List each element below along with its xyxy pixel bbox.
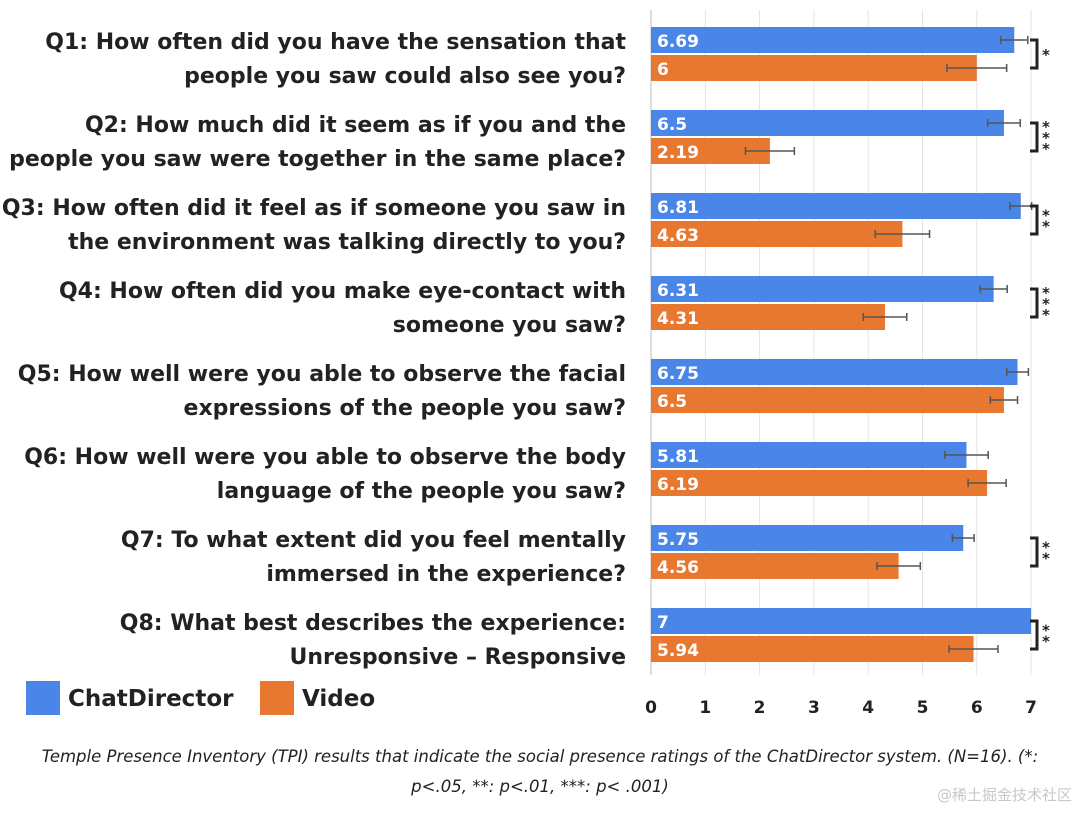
significance-star: * [1042, 46, 1050, 64]
significance-star: * [1042, 218, 1050, 236]
significance-bracket [1030, 204, 1039, 236]
bar-chatdirector-q1 [651, 27, 1015, 53]
value-label: 6.31 [657, 281, 699, 301]
value-label: 5.94 [657, 641, 699, 661]
x-axis-ticks: 0 1 2 3 4 5 6 7 [645, 698, 1037, 718]
legend: ChatDirector Video [26, 681, 375, 715]
bar-chatdirector-q5 [651, 359, 1018, 385]
bar-chatdirector-q4 [651, 276, 994, 302]
question-label-q7: immersed in the experience? [266, 562, 626, 587]
value-label: 6.19 [657, 475, 699, 495]
significance-star: * [1042, 140, 1050, 158]
question-label-q2: Q2: How much did it seem as if you and t… [85, 113, 626, 138]
legend-swatch-chatdirector [26, 681, 60, 715]
question-label-q6: language of the people you saw? [217, 479, 626, 504]
legend-label-chatdirector: ChatDirector [68, 686, 234, 712]
bar-video-q4 [651, 304, 886, 330]
value-label: 6.5 [657, 115, 687, 135]
question-label-q4: someone you saw? [393, 313, 626, 338]
question-label-q1: Q1: How often did you have the sensation… [45, 30, 626, 55]
value-label: 4.63 [657, 226, 699, 246]
significance-bracket [1030, 287, 1039, 319]
question-label-q1: people you saw could also see you? [184, 64, 626, 89]
question-label-q4: Q4: How often did you make eye-contact w… [59, 279, 626, 304]
bar-chatdirector-q8 [651, 608, 1032, 634]
bar-video-q5 [651, 387, 1004, 413]
value-label: 4.31 [657, 309, 699, 329]
significance-star: * [1042, 539, 1050, 557]
bars-layer: 6.69 6 6.5 2.19 6.81 4.63 6.31 4.31 6.75 6.5 5.81 6… [651, 27, 1033, 662]
significance-bracket [1030, 619, 1039, 651]
bar-video-q6 [651, 470, 988, 496]
question-label-q3: Q3: How often did it feel as if someone … [2, 196, 626, 221]
question-label-q5: expressions of the people you saw? [184, 396, 626, 421]
x-tick-label: 6 [971, 698, 983, 718]
value-label: 4.56 [657, 558, 699, 578]
significance-markers: ************* [1030, 38, 1050, 651]
figure-caption: Temple Presence Inventory (TPI) results … [0, 742, 1080, 802]
legend-swatch-video [260, 681, 294, 715]
tpi-bar-chart: 6.69 6 6.5 2.19 6.81 4.63 6.31 4.31 6.75 6.5 5.81 6… [2, 10, 1050, 718]
bar-video-q7 [651, 553, 899, 579]
significance-star: * [1042, 118, 1050, 136]
x-tick-label: 0 [645, 698, 657, 718]
value-label: 6.81 [657, 198, 699, 218]
significance-star: * [1042, 622, 1050, 640]
question-label-q3: the environment was talking directly to … [68, 230, 626, 255]
question-label-q5: Q5: How well were you able to observe th… [18, 362, 626, 387]
x-tick-label: 3 [808, 698, 820, 718]
value-label: 5.75 [657, 530, 699, 550]
bar-video-q8 [651, 636, 974, 662]
value-label: 6 [657, 60, 669, 80]
significance-star: * [1042, 284, 1050, 302]
x-tick-label: 7 [1025, 698, 1037, 718]
x-tick-label: 1 [699, 698, 711, 718]
value-label: 2.19 [657, 143, 699, 163]
significance-bracket [1030, 38, 1039, 70]
x-tick-label: 4 [862, 698, 874, 718]
question-label-q8: Q8: What best describes the experience: [120, 611, 626, 636]
significance-star: * [1042, 306, 1050, 324]
significance-star: * [1042, 129, 1050, 147]
value-label: 6.75 [657, 364, 699, 384]
significance-star: * [1042, 633, 1050, 651]
question-label-q8: Unresponsive – Responsive [289, 645, 626, 670]
question-label-q6: Q6: How well were you able to observe th… [24, 445, 626, 470]
bar-video-q1 [651, 55, 977, 81]
x-tick-label: 5 [917, 698, 929, 718]
significance-bracket [1030, 536, 1039, 568]
bar-chatdirector-q6 [651, 442, 967, 468]
value-label: 6.5 [657, 392, 687, 412]
caption-line-1: Temple Presence Inventory (TPI) results … [41, 747, 1039, 766]
caption-line-2: p<.05, **: p<.01, ***: p< .001) [411, 777, 669, 796]
bar-chatdirector-q2 [651, 110, 1004, 136]
value-label: 6.69 [657, 32, 699, 52]
significance-star: * [1042, 295, 1050, 313]
value-label: 5.81 [657, 447, 699, 467]
bar-chatdirector-q3 [651, 193, 1021, 219]
legend-label-video: Video [302, 686, 375, 712]
significance-bracket [1030, 121, 1039, 153]
watermark: @稀土掘金技术社区 [936, 786, 1072, 804]
question-labels: Q1: How often did you have the sensation… [2, 30, 627, 670]
bar-chatdirector-q7 [651, 525, 964, 551]
question-label-q7: Q7: To what extent did you feel mentally [121, 528, 626, 553]
x-tick-label: 2 [754, 698, 766, 718]
value-label: 7 [657, 613, 669, 633]
significance-star: * [1042, 207, 1050, 225]
question-label-q2: people you saw were together in the same… [9, 147, 626, 172]
significance-star: * [1042, 550, 1050, 568]
bar-video-q3 [651, 221, 903, 247]
